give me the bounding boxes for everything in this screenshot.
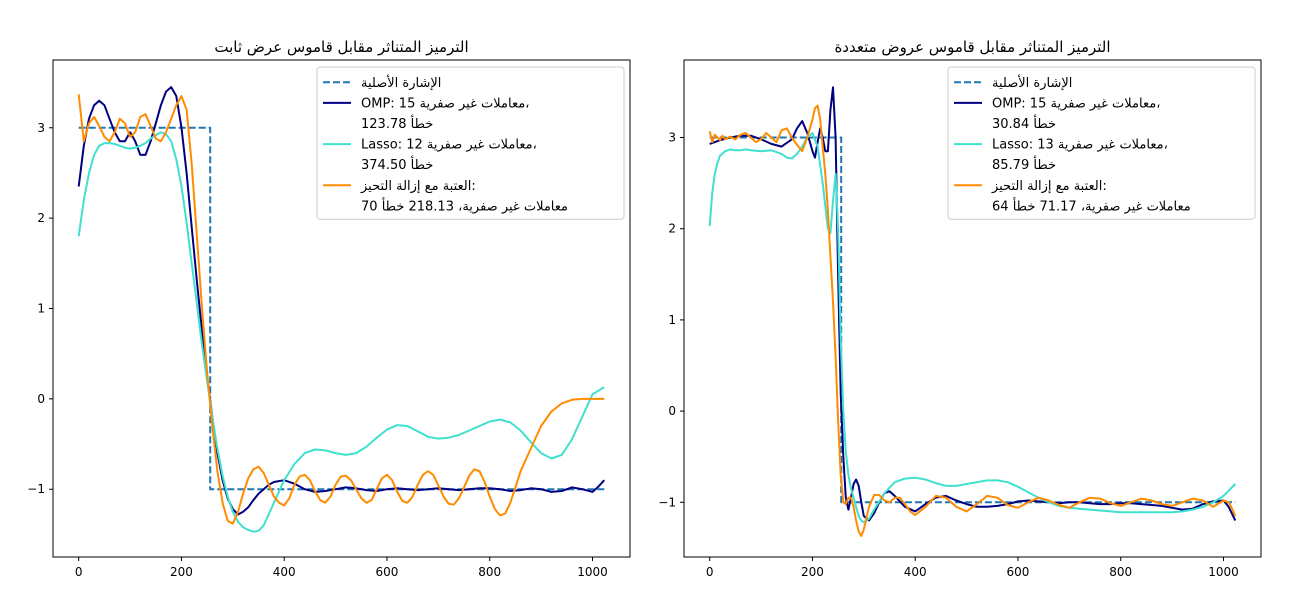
x-tick-label: 0 (75, 565, 83, 579)
legend-label: OMP: 15 معاملات غير صفرية، (361, 96, 529, 111)
y-tick-label: 0 (668, 404, 676, 418)
y-tick-label: −1 (27, 482, 45, 496)
x-tick-label: 800 (478, 565, 501, 579)
legend-entry-1: OMP: 15 معاملات غير صفرية، 30.84 خطأ (954, 96, 1160, 132)
legend-label: 30.84 خطأ (992, 114, 1056, 132)
legend-label: Lasso: 13 معاملات غير صفرية، (992, 138, 1168, 153)
series-line-0 (78, 126, 605, 491)
chart-title: الترميز المتناثر مقابل قاموس عروض متعددة (834, 38, 1110, 56)
legend-label: 70 معاملات غير صفرية، 218.13 خطأ (361, 196, 568, 214)
y-tick-label: 3 (668, 131, 676, 145)
x-tick-label: 1000 (1208, 565, 1239, 579)
x-tick-label: 1000 (577, 565, 608, 579)
legend-entry-0: الإشارة الأصلية (954, 74, 1072, 91)
legend-box (316, 66, 625, 220)
legend-entry-1: OMP: 15 معاملات غير صفرية، 123.78 خطأ (323, 96, 529, 132)
y-tick-label: 2 (37, 211, 45, 225)
y-tick-label: 3 (37, 121, 45, 135)
legend-entry-3: العتبة مع إزالة التحيز: 64 معاملات غير صف… (954, 179, 1191, 214)
legend-label: 64 معاملات غير صفرية، 71.17 خطأ (992, 196, 1191, 214)
x-tick-label: 0 (706, 565, 714, 579)
series-line-1 (77, 86, 606, 516)
legend-label: العتبة مع إزالة التحيز: (991, 179, 1107, 194)
legend-label: 374.50 خطأ (361, 155, 433, 173)
legend-entry-2: Lasso: 13 معاملات غير صفرية، 85.79 خطأ (954, 138, 1168, 173)
x-tick-label: 600 (1007, 565, 1030, 579)
legend-box (947, 66, 1256, 220)
legend-entry-2: Lasso: 12 معاملات غير صفرية، 374.50 خطأ (323, 138, 537, 173)
legend-label: الإشارة الأصلية (992, 74, 1072, 91)
y-tick-label: −1 (658, 495, 676, 509)
x-tick-label: 200 (801, 565, 824, 579)
y-tick-label: 2 (668, 222, 676, 236)
legend-label: Lasso: 12 معاملات غير صفرية، (361, 138, 537, 153)
x-tick-label: 400 (273, 565, 296, 579)
series-line-3 (708, 104, 1237, 537)
legend: الإشارة الأصلية OMP: 15 معاملات غير صفرية… (947, 66, 1256, 220)
y-tick-label: 1 (668, 313, 676, 327)
x-tick-label: 400 (904, 565, 927, 579)
chart-title: الترميز المتناثر مقابل قاموس عرض ثابت (214, 38, 468, 56)
y-tick-label: 1 (37, 302, 45, 316)
legend-entry-0: الإشارة الأصلية (323, 74, 441, 91)
legend-label: الإشارة الأصلية (361, 74, 441, 91)
legend: الإشارة الأصلية OMP: 15 معاملات غير صفرية… (316, 66, 625, 220)
legend-entry-3: العتبة مع إزالة التحيز: 70 معاملات غير صف… (323, 179, 568, 214)
series-line-2 (77, 131, 605, 533)
legend-label: 123.78 خطأ (361, 114, 433, 132)
axes-frame (683, 59, 1262, 558)
legend-label: 85.79 خطأ (992, 155, 1056, 173)
x-tick-label: 600 (376, 565, 399, 579)
series-line-3 (77, 94, 605, 525)
x-tick-label: 200 (170, 565, 193, 579)
y-tick-label: 0 (37, 392, 45, 406)
legend-label: العتبة مع إزالة التحيز: (360, 179, 476, 194)
chart-2: الترميز المتناثر مقابل قاموس عروض متعددة… (658, 38, 1262, 579)
legend-label: OMP: 15 معاملات غير صفرية، (992, 96, 1160, 111)
x-tick-label: 800 (1109, 565, 1132, 579)
